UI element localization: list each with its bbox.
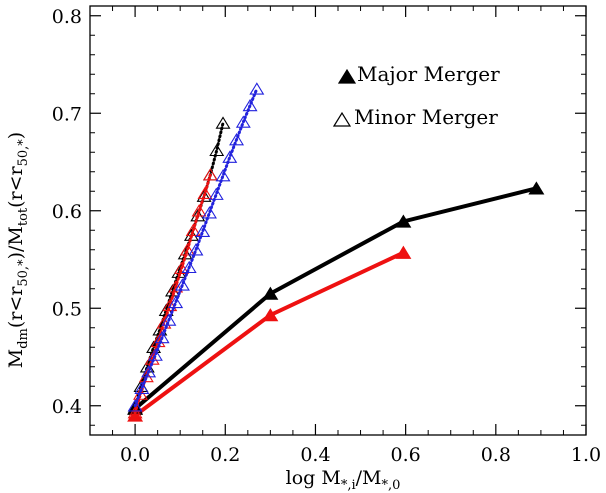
data-point-marker — [179, 243, 195, 256]
x-axis-title: log M*,i/M*,0 — [286, 467, 401, 493]
y-tick-label: 0.8 — [52, 6, 82, 28]
x-tick-label: 0.0 — [120, 444, 150, 466]
x-tick-label: 0.4 — [300, 444, 330, 466]
data-point-marker — [134, 381, 150, 394]
y-tick-label: 0.4 — [52, 396, 82, 418]
legend: Major Merger Minor Merger — [332, 62, 500, 129]
y-axis-title-p3: )/M — [5, 226, 27, 259]
x-tick-label: 0.6 — [391, 444, 421, 466]
data-point-marker — [127, 399, 143, 412]
data-point-marker — [222, 150, 238, 163]
data-point-marker — [195, 224, 211, 237]
data-point-marker — [202, 168, 218, 181]
x-tick-label: 0.2 — [210, 444, 240, 466]
data-point-marker — [202, 206, 217, 219]
y-axis-title: Mdm(r<r50,*)/Mtot(r<r50,*) — [5, 132, 31, 368]
data-point-marker — [229, 132, 245, 146]
y-axis-title-s4: 50,* — [16, 139, 31, 167]
data-point-marker — [215, 116, 231, 129]
data-point-marker — [161, 313, 177, 326]
y-axis-title-p4: (r<r — [5, 165, 27, 207]
data-point-marker — [235, 115, 251, 128]
data-point-marker — [188, 243, 204, 256]
y-axis-title-p5: ) — [5, 132, 27, 139]
x-axis-title-sub2: *,0 — [381, 478, 400, 493]
data-point-marker — [174, 278, 190, 291]
data-point-marker — [528, 181, 545, 195]
y-axis-title-p2: (r<r — [5, 286, 27, 328]
series-line — [133, 186, 537, 411]
data-point-marker — [249, 82, 265, 95]
data-point-marker — [168, 280, 184, 293]
data-point-marker — [162, 298, 178, 312]
legend-marker-minor — [332, 111, 352, 127]
data-point-marker — [395, 214, 412, 228]
y-tick-label: 0.6 — [52, 201, 82, 223]
data-point-marker — [395, 245, 412, 259]
data-point-marker — [215, 169, 231, 182]
series-line — [133, 87, 259, 408]
y-axis-title-p1: M — [5, 349, 27, 368]
data-point-marker — [154, 330, 170, 344]
data-point-marker — [242, 98, 258, 112]
x-axis-title-main: log M — [286, 467, 341, 489]
data-point-marker — [141, 365, 157, 378]
data-point-marker — [208, 187, 224, 200]
data-point-marker — [168, 295, 184, 309]
y-axis-title-s2: 50,* — [16, 259, 31, 287]
x-tick-label: 1.0 — [571, 444, 601, 466]
y-tick-label: 0.7 — [52, 103, 82, 125]
plot-data — [127, 82, 545, 422]
x-axis-title-sub1: *,i — [341, 478, 356, 493]
data-point-marker — [147, 348, 163, 361]
series-minor-4 — [127, 82, 265, 412]
legend-marker-major — [337, 68, 357, 84]
data-point-marker — [127, 405, 143, 419]
x-axis-title-mid: /M — [356, 467, 382, 489]
data-point-marker — [196, 189, 212, 202]
legend-label-minor: Minor Merger — [354, 105, 498, 129]
data-point-marker — [181, 260, 197, 274]
legend-label-major: Major Merger — [357, 62, 500, 86]
axis-ticks: 0.0 0.2 0.4 0.6 0.8 1.0 0.4 0.5 0.6 0.7 0.8 — [52, 6, 601, 466]
data-point-marker — [209, 143, 225, 157]
data-point-marker — [197, 186, 213, 199]
data-point-marker — [262, 286, 279, 300]
y-tick-label: 0.5 — [52, 298, 82, 320]
data-point-marker — [191, 204, 207, 217]
data-point-marker — [262, 308, 279, 322]
data-point-marker — [185, 223, 201, 236]
x-tick-label: 0.8 — [481, 444, 511, 466]
y-axis-title-s3: tot — [16, 207, 31, 226]
y-axis-title-s1: dm — [16, 328, 31, 349]
